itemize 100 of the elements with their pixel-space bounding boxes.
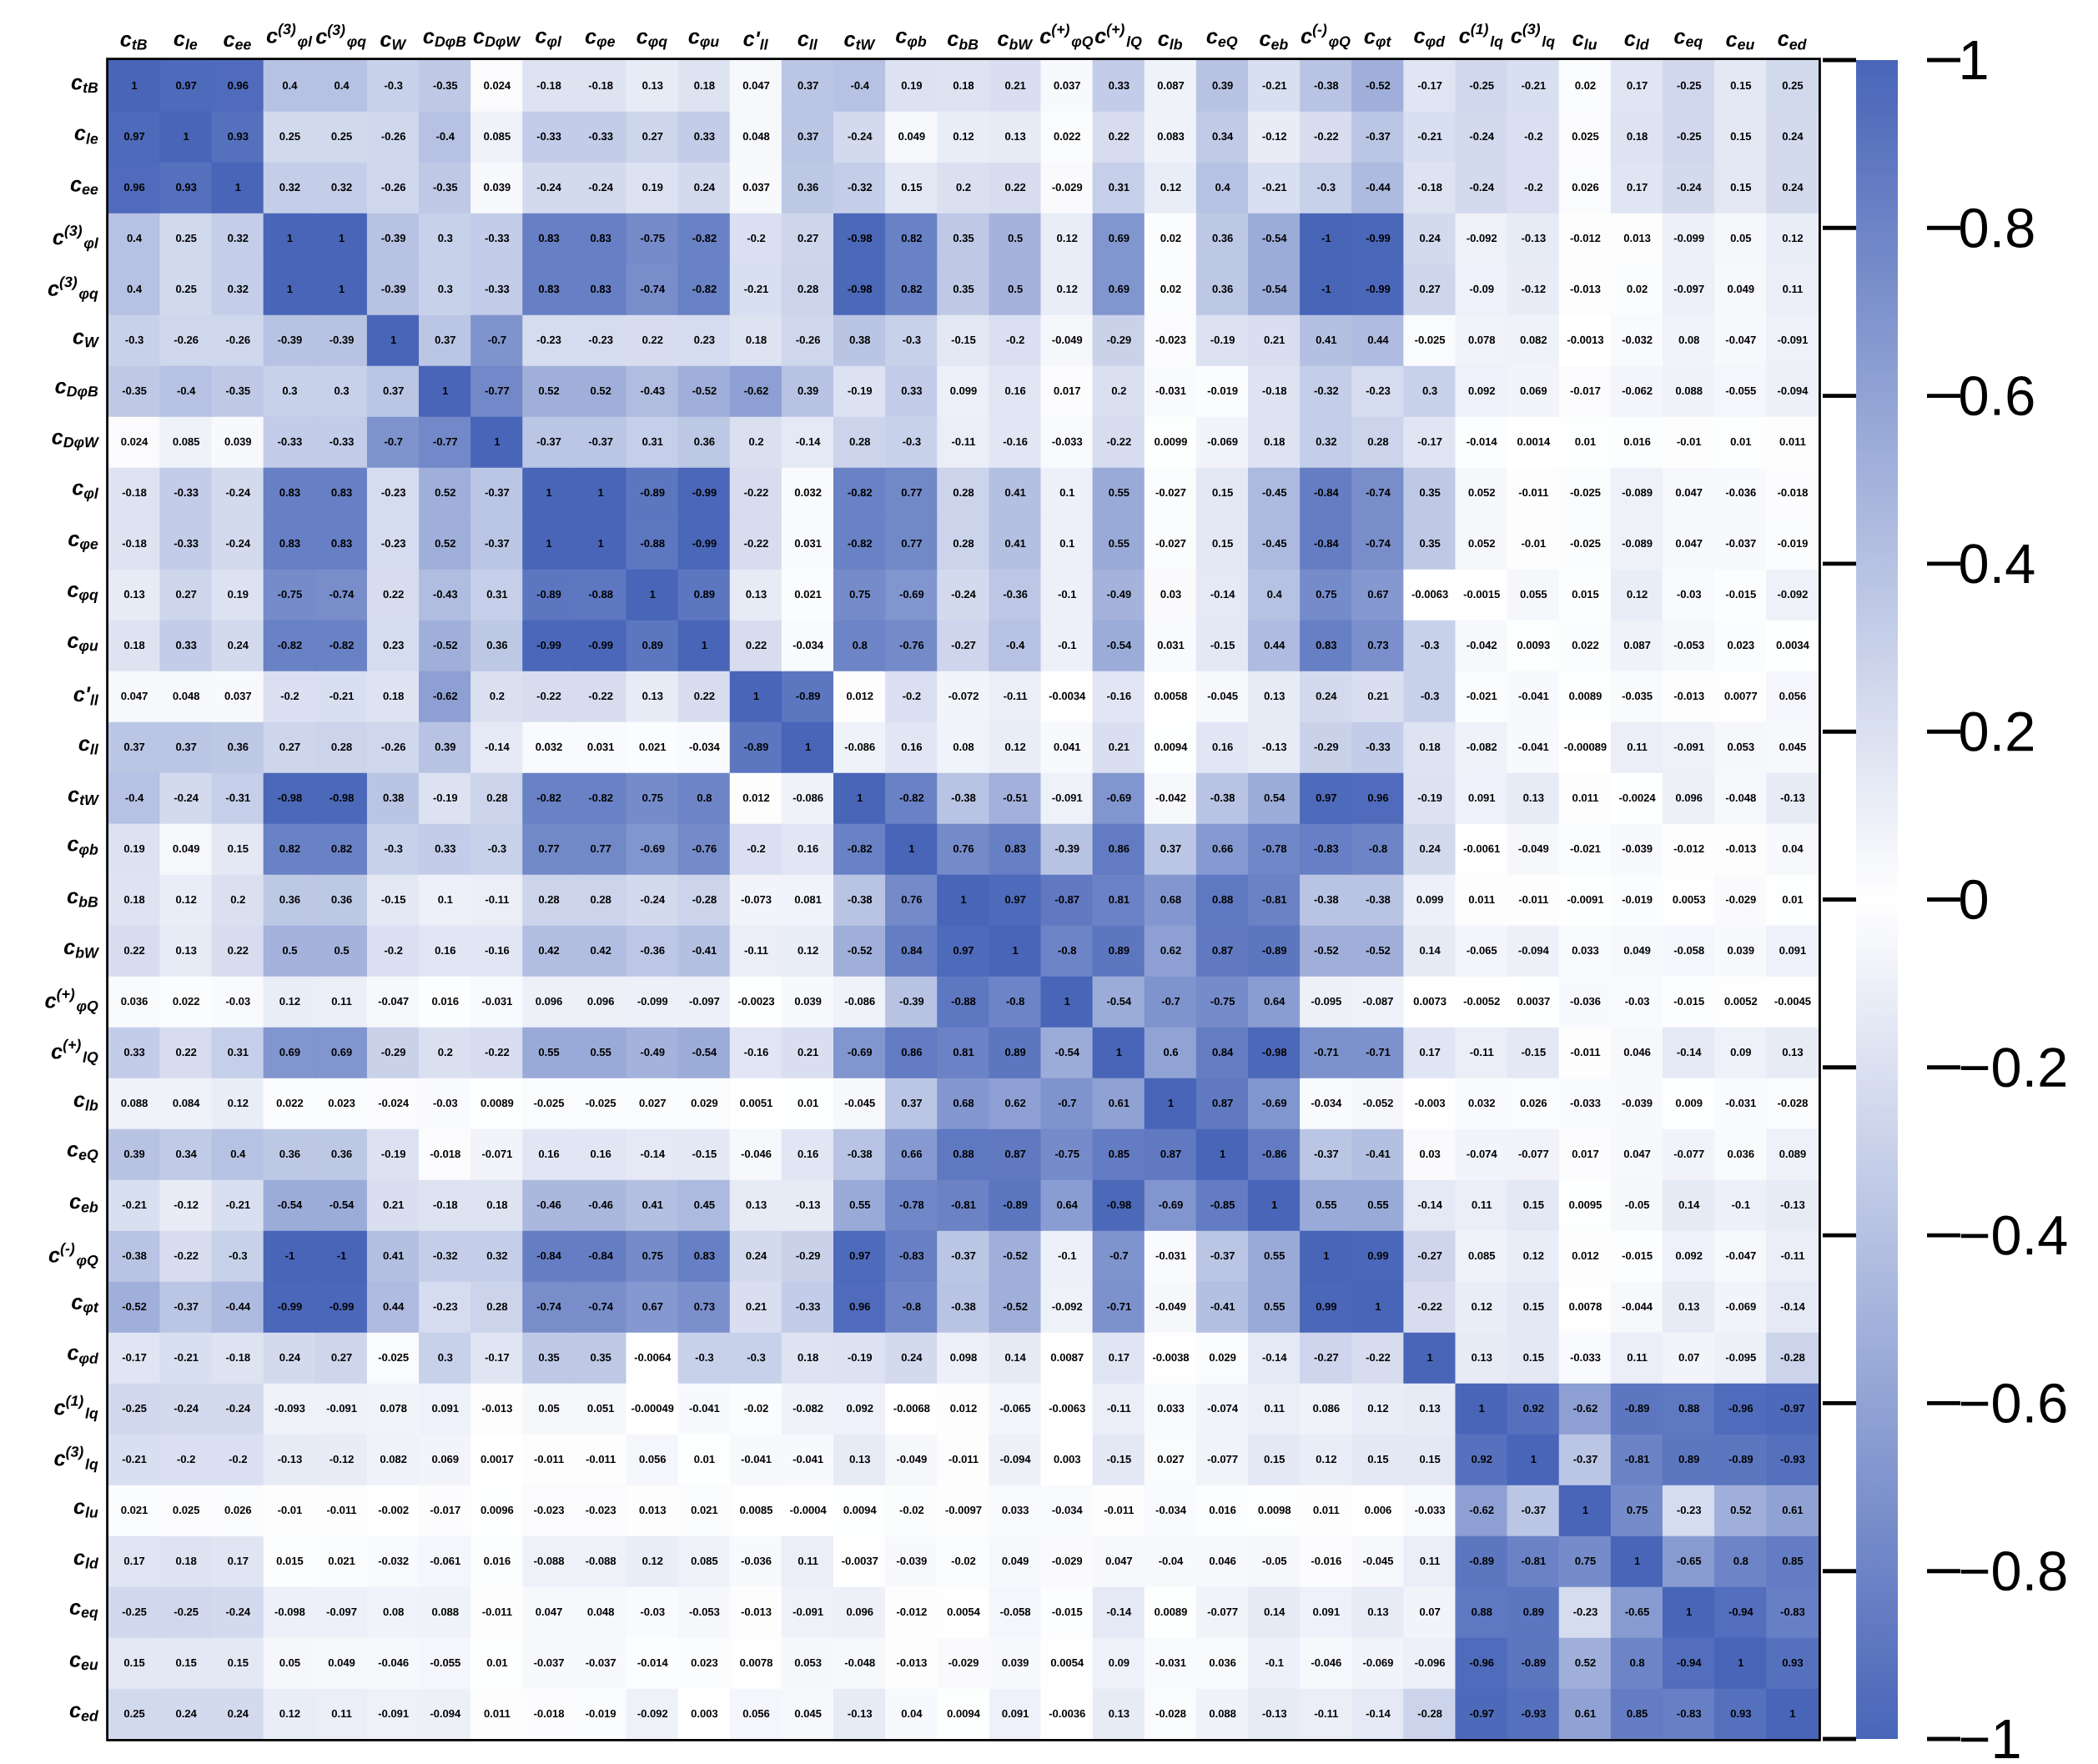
data-label: -0.011	[586, 1455, 616, 1464]
data-label: 0.36	[1212, 284, 1233, 294]
data-label: 0.87	[1004, 1149, 1026, 1158]
data-label: 0.031	[794, 539, 822, 548]
data-label: 0.52	[1575, 1658, 1596, 1667]
data-label: 0.32	[331, 183, 352, 192]
x-tick-label: c$_{bW}$	[998, 34, 1034, 50]
data-label: 0.28	[849, 437, 871, 446]
data-label: 0.006	[1365, 1505, 1391, 1515]
data-label: -0.019	[586, 1709, 616, 1718]
data-label: -0.047	[1725, 335, 1756, 344]
data-label: 0.24	[901, 1353, 923, 1362]
data-label: -0.036	[1725, 488, 1756, 497]
data-label: 0.25	[176, 284, 197, 294]
data-label: 0.081	[794, 895, 822, 904]
data-label: -0.96	[1469, 1658, 1494, 1667]
data-label: -0.087	[1363, 997, 1393, 1006]
data-label: -0.35	[225, 386, 250, 395]
data-label: 0.017	[1054, 386, 1080, 395]
data-label: -0.033	[1570, 1098, 1601, 1108]
data-label: -0.0061	[1463, 844, 1500, 853]
data-label: 1	[909, 845, 915, 852]
data-label: -0.094	[1518, 946, 1549, 955]
data-label: -0.02	[744, 1404, 768, 1413]
data-label: 0.0096	[480, 1505, 514, 1515]
data-label: 0.23	[694, 335, 715, 344]
data-label: -0.8	[1369, 844, 1387, 853]
data-label: -0.21	[122, 1200, 147, 1209]
x-tick-label: c$^{(+)}$lQ	[1094, 23, 1142, 50]
data-label: -0.019	[1622, 895, 1653, 904]
data-label: 1	[1427, 1354, 1433, 1361]
data-label: 0.15	[1419, 1455, 1441, 1464]
data-label: 0.16	[1004, 386, 1026, 395]
data-label: -0.52	[1314, 946, 1339, 955]
data-label: 0.039	[484, 183, 511, 192]
data-label: 0.89	[642, 641, 663, 650]
data-label: 0.15	[1730, 183, 1752, 192]
data-label: -0.24	[640, 895, 666, 904]
data-label: 0.049	[1623, 946, 1651, 955]
data-label: 1	[287, 285, 293, 293]
y-tick-label: c$^{(3)}$lq	[54, 1445, 98, 1473]
data-label: 1	[805, 743, 811, 751]
data-label: -0.99	[692, 539, 717, 548]
data-label: 0.36	[331, 1149, 352, 1158]
data-label: 0.21	[1264, 335, 1285, 344]
x-tick-label: c$_{φd}$	[1414, 31, 1446, 50]
data-label: -0.26	[174, 335, 199, 344]
data-label: -0.069	[1363, 1658, 1393, 1667]
data-label: 0.45	[694, 1200, 715, 1209]
y-tick-label: c$^{(3)}$φq	[48, 276, 98, 302]
data-label: -0.98	[848, 234, 873, 243]
data-label: 0.036	[1728, 1149, 1754, 1158]
data-label: 0.084	[173, 1098, 200, 1108]
data-label: -0.22	[588, 691, 613, 701]
data-label: 0.0017	[480, 1455, 514, 1464]
data-label: 0.42	[591, 946, 611, 955]
data-label: -0.041	[792, 1455, 823, 1464]
data-label: 0.04	[1782, 844, 1804, 853]
data-label: -0.011	[1518, 488, 1549, 497]
data-label: -0.38	[951, 1302, 976, 1311]
data-label: 0.017	[1572, 1149, 1599, 1158]
data-label: 0.13	[1523, 793, 1544, 802]
data-label: 0.2	[748, 437, 764, 446]
data-label: 0.11	[331, 1709, 352, 1718]
data-label: 0.4	[1215, 183, 1230, 192]
data-label: 0.32	[486, 1251, 508, 1260]
data-label: -0.13	[278, 1455, 302, 1464]
data-label: 0.047	[742, 81, 770, 90]
data-label: 0.17	[123, 1556, 145, 1565]
data-label: -0.25	[122, 1404, 147, 1413]
y-tick-label: c$_{DφW}$	[52, 433, 100, 451]
data-label: -0.13	[1262, 1709, 1287, 1718]
data-label: -0.37	[536, 437, 561, 446]
data-label: 0.088	[1675, 386, 1703, 395]
data-label: 0.16	[797, 844, 818, 853]
data-label: -0.2	[1006, 335, 1024, 344]
data-label: 0.69	[279, 1048, 300, 1057]
data-label: 0.0054	[1050, 1658, 1084, 1667]
data-label: -0.03	[1625, 997, 1649, 1006]
data-label: -0.29	[1107, 335, 1131, 344]
data-label: 0.88	[1678, 1404, 1699, 1413]
data-label: -0.2	[384, 946, 403, 955]
data-label: 0.15	[1523, 1353, 1544, 1362]
data-label: -0.44	[225, 1302, 251, 1311]
data-label: 0.54	[1264, 793, 1285, 802]
data-label: 0.13	[1367, 1607, 1389, 1616]
data-label: -0.71	[1366, 1048, 1391, 1057]
data-label: -0.74	[330, 590, 355, 599]
data-label: -0.02	[951, 1556, 976, 1565]
data-label: -0.98	[848, 284, 873, 294]
data-label: 0.81	[1109, 895, 1129, 904]
data-label: -0.023	[1155, 335, 1186, 344]
data-label: -1	[1321, 234, 1331, 242]
data-label: -0.94	[1728, 1607, 1753, 1616]
data-label: 0.86	[1109, 844, 1129, 853]
data-label: -0.35	[433, 183, 458, 192]
data-label: 0.39	[123, 1149, 145, 1158]
data-label: 0.24	[176, 1709, 197, 1718]
data-label: 0.11	[1472, 1200, 1492, 1209]
data-label: 0.41	[642, 1200, 663, 1209]
